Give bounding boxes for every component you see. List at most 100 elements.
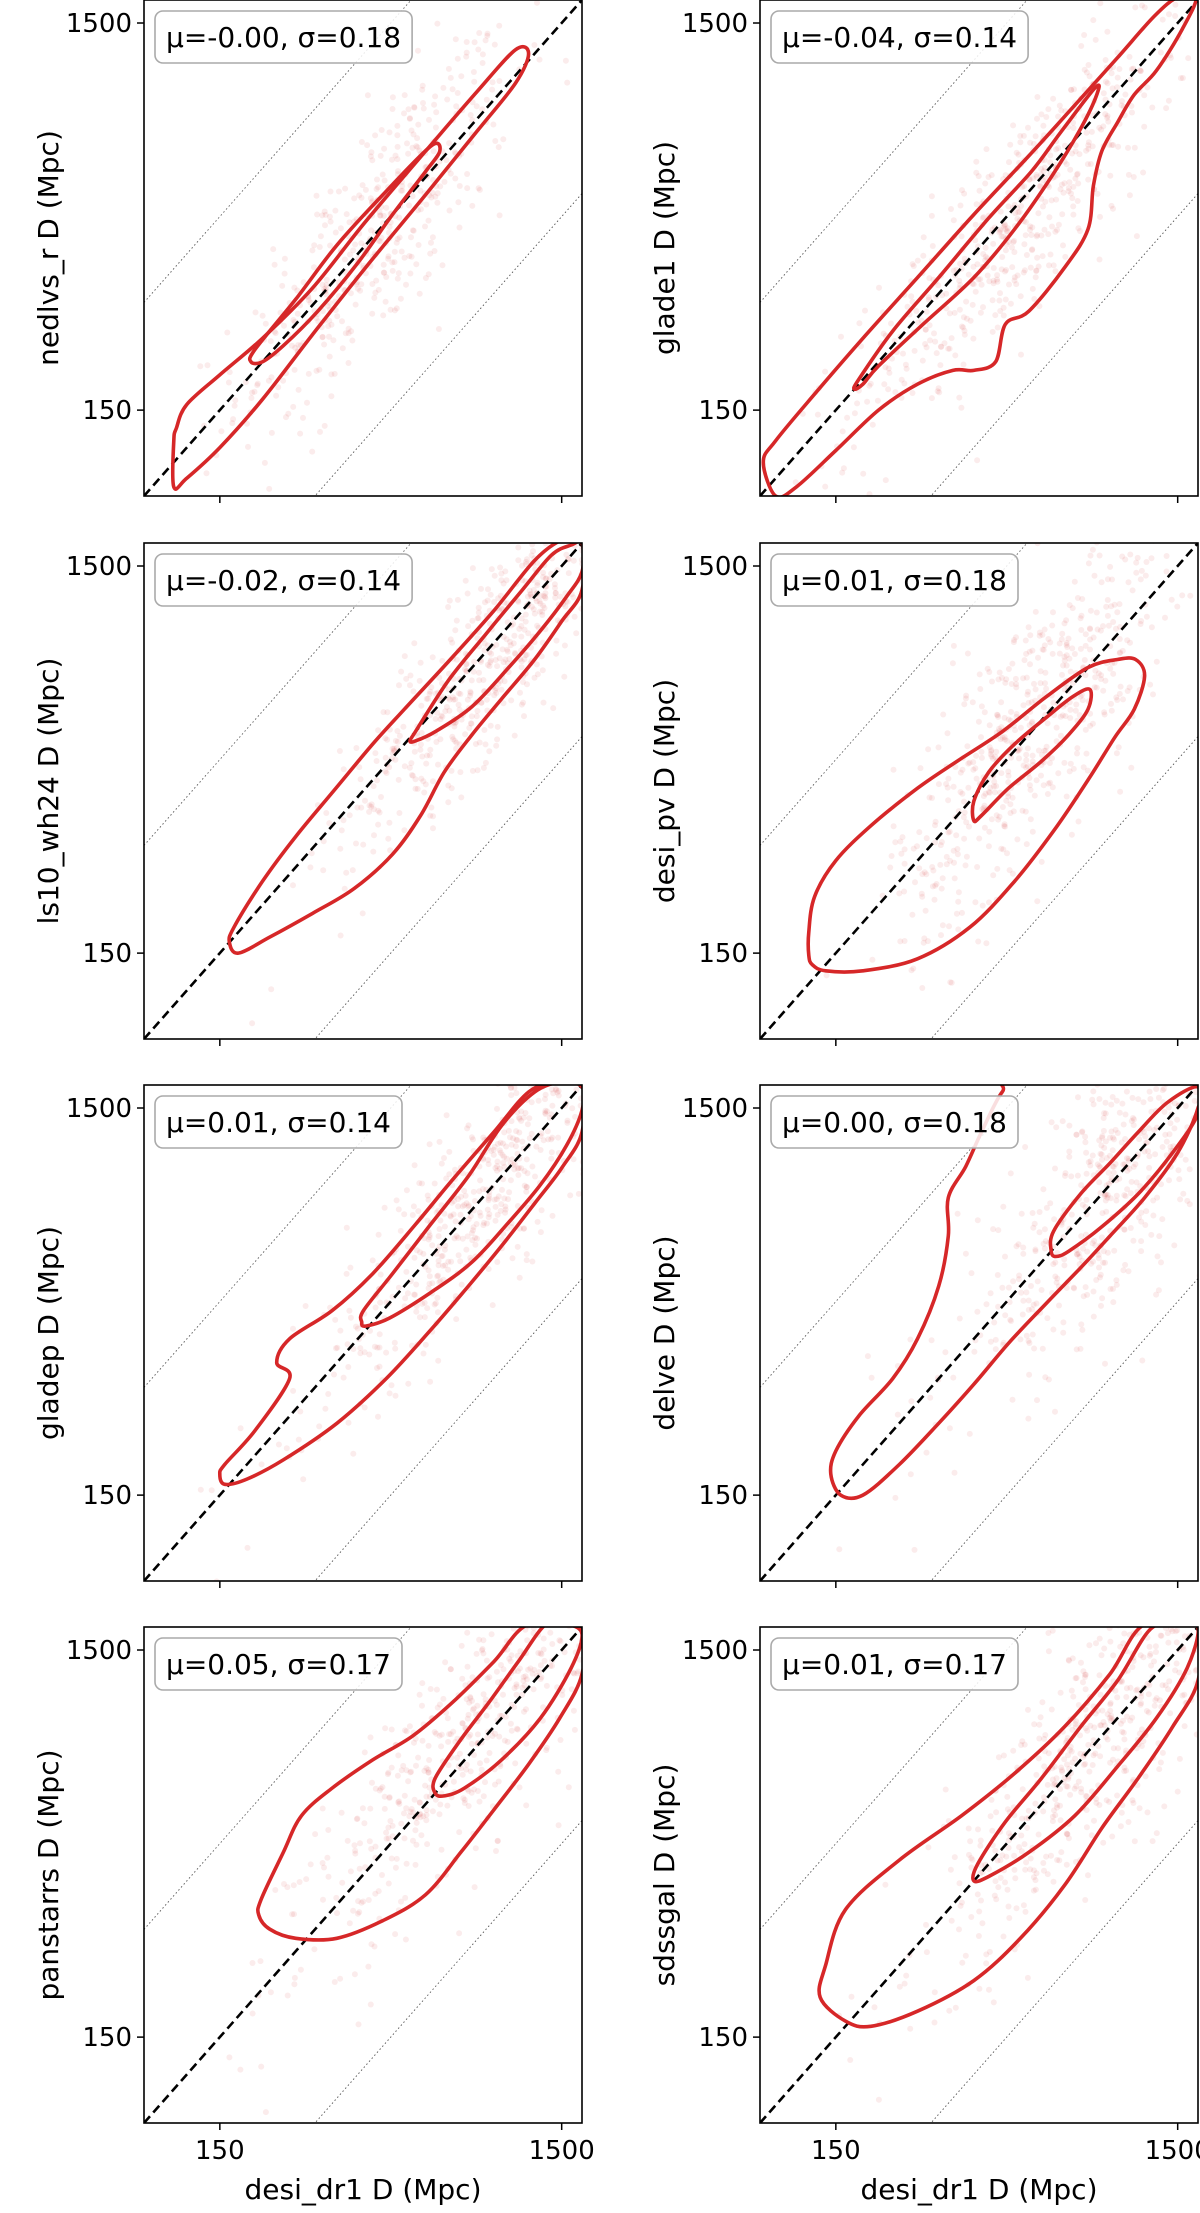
scatter-point [655, 1565, 661, 1571]
scatter-point [1133, 233, 1140, 240]
scatter-point [489, 79, 496, 86]
scatter-point [490, 121, 497, 128]
scatter-point [475, 615, 482, 621]
scatter-point [498, 1201, 505, 1208]
scatter-point [345, 325, 352, 332]
scatter-point [920, 234, 927, 241]
scatter-point [476, 739, 483, 746]
scatter-point [1118, 1139, 1125, 1146]
scatter-point [566, 517, 572, 523]
scatter-point [1085, 560, 1092, 567]
scatter-point [1158, 1632, 1165, 1639]
scatter-point [1036, 1209, 1043, 1215]
scatter-point [1191, 1617, 1197, 1623]
stats-text: μ=-0.04, σ=0.14 [782, 21, 1017, 54]
scatter-point [518, 1108, 525, 1115]
scatter-point [1140, 1654, 1147, 1661]
scatter-point [586, 497, 592, 503]
scatter-point [1108, 1066, 1114, 1072]
scatter-point [1033, 1300, 1040, 1307]
scatter-point [803, 501, 809, 507]
scatter-point [1033, 1870, 1040, 1877]
scatter-point [923, 308, 930, 315]
scatter-point [1174, 1627, 1181, 1634]
scatter-point [508, 1224, 515, 1230]
scatter-point [1128, 1043, 1134, 1049]
scatter-point [462, 666, 468, 673]
scatter-point [295, 386, 302, 393]
scatter-point [946, 828, 953, 835]
scatter-point [411, 640, 418, 647]
scatter-point [1042, 1238, 1049, 1245]
scatter-point [1108, 202, 1115, 209]
scatter-point [383, 1829, 390, 1836]
scatter-point [1167, 1710, 1174, 1717]
scatter-point [1096, 1672, 1103, 1679]
scatter-point [578, 1095, 582, 1102]
scatter-point [520, 1677, 527, 1684]
scatter-point [1107, 1195, 1114, 1202]
scatter-point [922, 341, 929, 347]
scatter-point [993, 812, 1000, 819]
scatter-point [510, 640, 517, 647]
scatter-point [1051, 1807, 1057, 1814]
scatter-point [1075, 225, 1082, 232]
scatter-point [951, 859, 957, 866]
scatter-point [1070, 1284, 1077, 1291]
inner-contour [970, 687, 1094, 824]
scatter-point [975, 718, 982, 725]
scatter-point [976, 835, 983, 842]
scatter-point [1137, 1652, 1144, 1659]
scatter-point [1117, 1720, 1124, 1727]
scatter-point [990, 1999, 997, 2006]
scatter-point [1052, 268, 1059, 275]
scatter-point [542, 1107, 549, 1114]
scatter-point [507, 1658, 514, 1665]
scatter-point [1148, 1662, 1155, 1669]
scatter-point [425, 695, 431, 702]
scatter-point [392, 756, 399, 763]
scatter-point [542, 1096, 548, 1103]
scatter-point [1082, 1761, 1089, 1767]
scatter-point [575, 515, 581, 521]
scatter-point [340, 1374, 347, 1381]
scatter-point [522, 1673, 529, 1680]
scatter-point [660, 458, 666, 464]
scatter-point [498, 1662, 504, 1668]
scatter-point [514, 1725, 520, 1732]
scatter-point [1097, 1150, 1104, 1157]
scatter-point [476, 30, 483, 36]
scatter-point [351, 1842, 358, 1849]
scatter-point [1119, 647, 1126, 654]
scatter-point [986, 789, 993, 796]
scatter-point [423, 201, 430, 208]
scatter-point [468, 720, 475, 727]
scatter-point [537, 1650, 544, 1657]
scatter-point [537, 600, 544, 607]
scatter-point [1071, 1285, 1078, 1292]
scatter-point [272, 330, 279, 337]
scatter-point [1083, 1807, 1090, 1813]
scatter-point [977, 1837, 984, 1844]
scatter-point [426, 1784, 433, 1791]
scatter-point [376, 1344, 383, 1351]
scatter-point [1035, 654, 1041, 661]
scatter-point [653, 1560, 659, 1566]
scatter-point [325, 323, 332, 330]
scatter-point [518, 1117, 525, 1124]
scatter-point [1012, 675, 1019, 682]
scatter-point [1095, 1251, 1102, 1258]
scatter-point [1127, 1717, 1134, 1724]
scatter-point [325, 1827, 332, 1833]
scatter-point [408, 127, 415, 134]
scatter-point [588, 562, 594, 568]
scatter-point [470, 1227, 476, 1234]
scatter-point [524, 593, 531, 600]
scatter-point [456, 224, 463, 231]
scatter-point [1011, 1866, 1018, 1873]
scatter-point [1125, 579, 1132, 586]
scatter-point [469, 565, 476, 572]
scatter-point [1084, 161, 1091, 168]
scatter-point [369, 310, 376, 317]
scatter-point [439, 262, 446, 269]
